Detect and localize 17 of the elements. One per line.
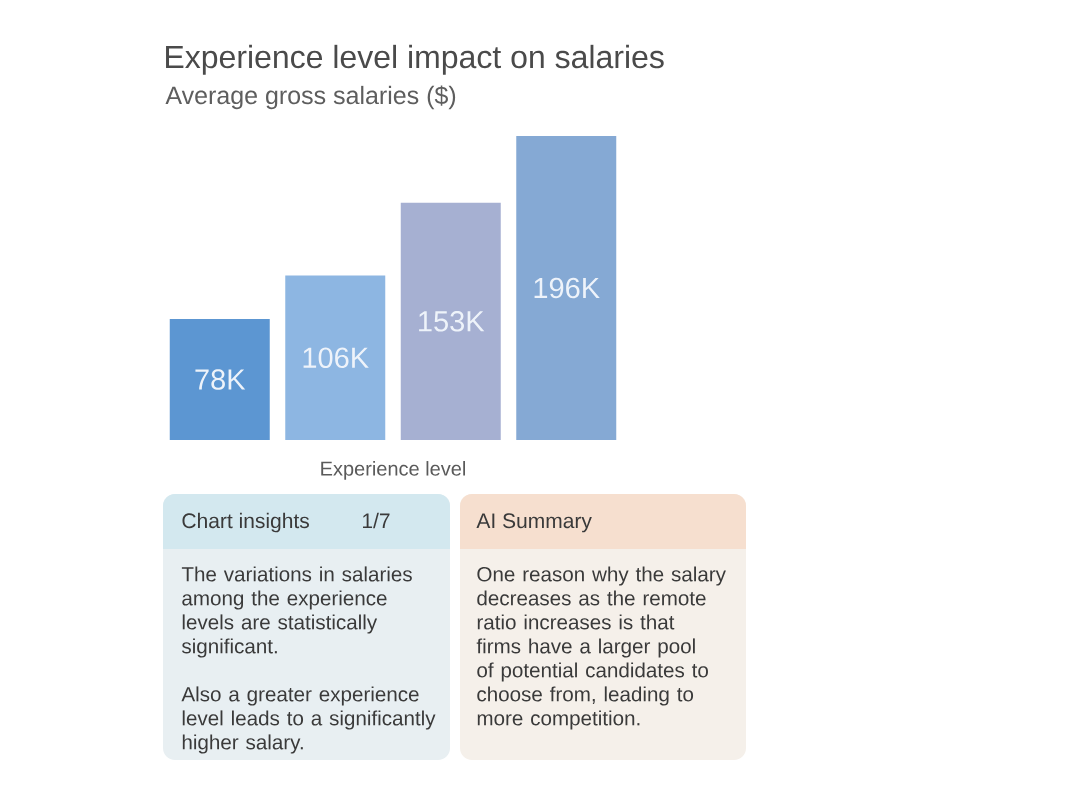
- text: Chart insights: [182, 512, 309, 533]
- bar: [516, 135, 617, 440]
- data-label: 78K: [195, 369, 246, 390]
- text: One reason why the salary decreases as the remote ratio increases is that firms have a larger pool of potential candidates to choose from, leading to more competition.: [476, 566, 726, 730]
- text: AI Summary: [476, 513, 592, 533]
- chart-title: Experience level impact on salaries: [166, 44, 664, 75]
- bar: [169, 319, 270, 440]
- x-axis-title: Experience level: [321, 461, 465, 480]
- chart-subtitle: Average gross salaries ($): [165, 85, 456, 110]
- bar: [400, 202, 501, 440]
- text: The variations in salaries among the experience levels are statistically significant.: [181, 566, 412, 658]
- data-label: 153K: [419, 311, 485, 332]
- text: Also a greater experience level leads to a significantly higher salary.: [181, 686, 436, 754]
- data-label: 196K: [534, 277, 600, 299]
- data-label: 106K: [303, 347, 369, 369]
- bar: [285, 275, 386, 440]
- text: 1/7: [363, 512, 390, 529]
